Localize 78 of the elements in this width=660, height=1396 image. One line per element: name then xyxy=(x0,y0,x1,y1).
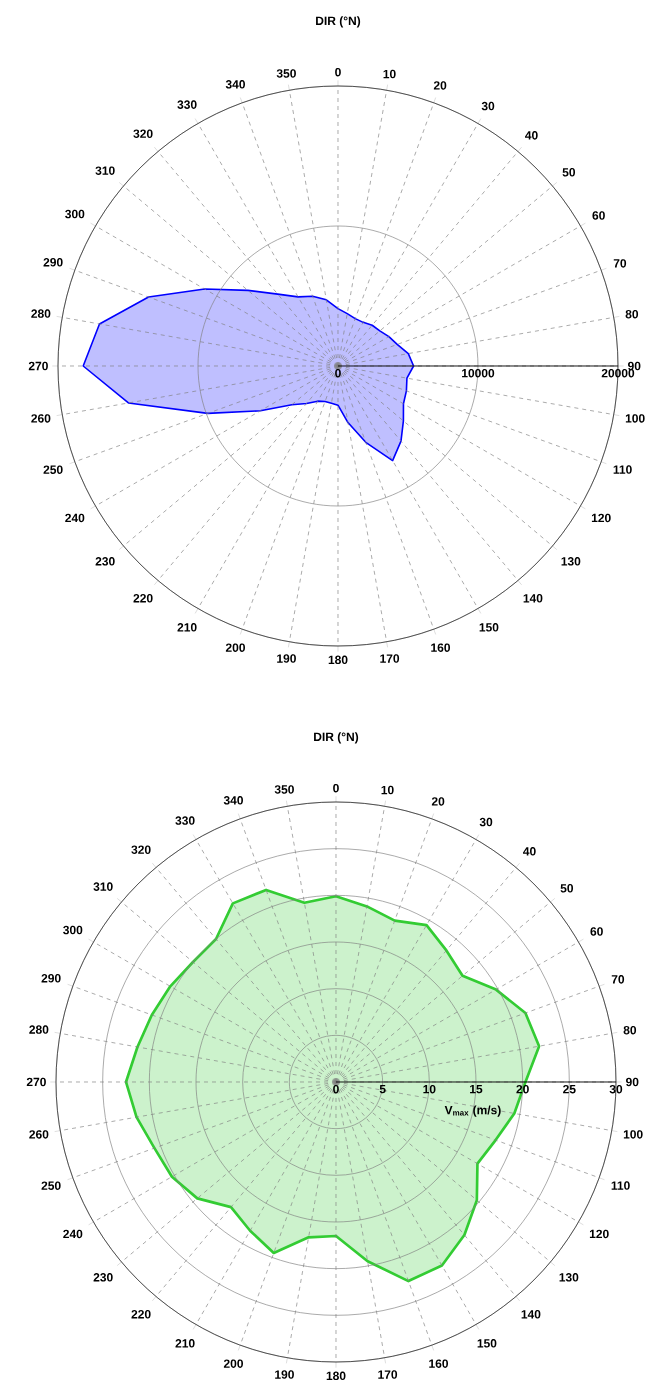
spoke-label: 300 xyxy=(65,209,85,219)
spoke-label: 130 xyxy=(561,557,581,566)
spoke-label: 350 xyxy=(274,785,294,794)
y-tick-label: 25 xyxy=(563,1084,576,1094)
spoke-label: 230 xyxy=(93,1273,113,1282)
spoke-label: 250 xyxy=(43,465,63,474)
spoke-label: 120 xyxy=(589,1229,609,1239)
spoke-label: 20 xyxy=(431,797,445,806)
spoke-label: 70 xyxy=(611,975,625,984)
spoke-label: 140 xyxy=(521,1310,541,1319)
spoke-label: 60 xyxy=(590,927,603,936)
spoke-label: 330 xyxy=(177,100,197,109)
spoke-label: 310 xyxy=(93,882,113,891)
spoke-label: 170 xyxy=(380,654,400,663)
spoke-label: 330 xyxy=(175,816,195,825)
y-tick-label: 10000 xyxy=(462,368,495,378)
spoke-label: 300 xyxy=(63,925,83,935)
spoke-label: 320 xyxy=(133,129,153,138)
spoke-label: 130 xyxy=(559,1273,579,1282)
y-tick-label: 20000 xyxy=(601,368,635,378)
spoke-label: 180 xyxy=(328,655,348,665)
spoke-label: 260 xyxy=(29,1130,49,1139)
spoke-label: 180 xyxy=(326,1371,346,1381)
spoke-label: 140 xyxy=(523,594,543,603)
spoke-label: 240 xyxy=(65,513,85,523)
spoke-label: 280 xyxy=(29,1025,49,1034)
spoke-label: 240 xyxy=(63,1229,83,1239)
spoke-label: 100 xyxy=(625,414,645,423)
spoke-label: 260 xyxy=(31,414,51,423)
spoke-label: 220 xyxy=(131,1310,151,1319)
spoke-label: 80 xyxy=(623,1025,637,1035)
spoke-label: 50 xyxy=(562,168,576,177)
spoke-label: 170 xyxy=(378,1370,398,1379)
spoke-label: 310 xyxy=(95,166,115,175)
spoke-label: 120 xyxy=(591,513,611,523)
spoke-label: 10 xyxy=(383,69,396,79)
spoke-label: 30 xyxy=(479,817,493,827)
spoke-label: 290 xyxy=(41,974,61,983)
spoke-label: 190 xyxy=(275,1370,294,1379)
spoke-label: 350 xyxy=(276,69,296,78)
spoke-label: 340 xyxy=(223,796,243,805)
y-tick-label: 15 xyxy=(470,1084,483,1094)
spoke-label: 70 xyxy=(613,259,627,268)
spoke-label: 200 xyxy=(223,1359,243,1368)
spoke-label: 110 xyxy=(613,465,632,474)
spoke-label: 110 xyxy=(611,1181,630,1190)
spoke-label: 40 xyxy=(523,847,536,856)
spoke-label: 230 xyxy=(95,557,115,566)
text: V$_{max}$ (m/s) xyxy=(444,1105,501,1117)
chart-title: DIR (°N) xyxy=(314,732,359,744)
spoke-label: 60 xyxy=(592,211,605,220)
spoke-label: 150 xyxy=(479,623,499,632)
spoke-label: 10 xyxy=(381,785,394,795)
spoke-label: 210 xyxy=(175,1339,195,1348)
spoke-label: 150 xyxy=(477,1339,497,1348)
y-tick-label: 5 xyxy=(379,1084,386,1094)
spoke-label: 20 xyxy=(433,81,447,90)
spoke-label: 80 xyxy=(625,309,639,319)
spoke-label: 280 xyxy=(31,309,51,318)
spoke-label: 290 xyxy=(43,258,63,267)
spoke-label: 220 xyxy=(133,594,153,603)
spoke-label: 210 xyxy=(177,623,197,632)
spoke-label: 50 xyxy=(560,884,574,893)
spoke-label: 160 xyxy=(431,643,451,652)
spoke-label: 340 xyxy=(225,80,245,89)
spoke-label: 190 xyxy=(277,654,296,663)
spoke-label: 320 xyxy=(131,845,151,854)
spoke-label: 270 xyxy=(28,361,48,371)
chart-title: DIR (°N) xyxy=(316,16,361,28)
spoke-label: 90 xyxy=(626,1077,639,1087)
spoke-label: 90 xyxy=(628,361,641,371)
spoke-label: 250 xyxy=(41,1181,61,1190)
spoke-label: 200 xyxy=(225,643,246,652)
spoke-label: 100 xyxy=(623,1130,643,1139)
spoke-label: 160 xyxy=(429,1359,449,1368)
spoke-label: 30 xyxy=(481,101,495,111)
spoke-label: 270 xyxy=(26,1077,46,1087)
spoke-label: 40 xyxy=(525,131,538,140)
